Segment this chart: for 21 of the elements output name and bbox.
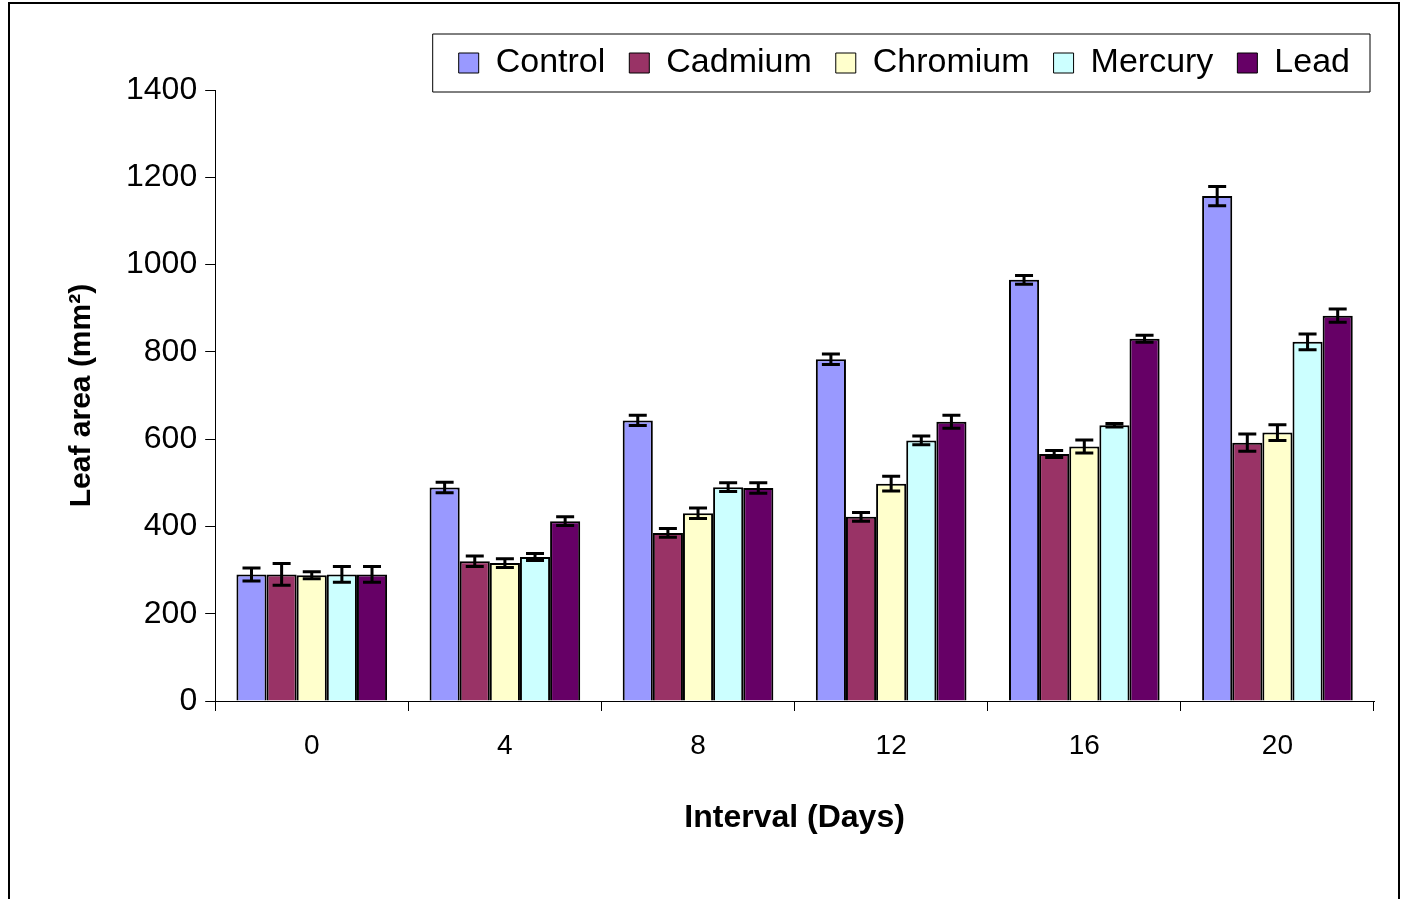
x-tick-label: 8 — [690, 728, 706, 760]
y-tick-label: 400 — [143, 506, 198, 543]
x-tick-label: 16 — [1068, 728, 1100, 760]
legend-label: Mercury — [1090, 41, 1214, 80]
legend-label: Cadmium — [666, 41, 812, 80]
y-tick-label: 0 — [179, 680, 198, 717]
y-tick-label: 600 — [143, 418, 198, 455]
legend-label: Chromium — [872, 41, 1030, 80]
x-tick-label: 4 — [497, 728, 513, 760]
y-tick-label: 1200 — [126, 157, 198, 194]
y-tick-label: 1400 — [126, 69, 198, 106]
x-axis-title: Interval (Days) — [684, 797, 905, 834]
y-tick-label: 200 — [143, 593, 198, 630]
y-tick-label: 800 — [143, 331, 198, 368]
y-tick-label: 1000 — [126, 244, 198, 281]
legend-label: Control — [495, 41, 606, 80]
x-tick-label: 12 — [875, 728, 907, 760]
legend-label: Lead — [1274, 41, 1350, 80]
x-tick-label: 20 — [1261, 728, 1294, 760]
x-tick-label: 0 — [303, 728, 320, 760]
y-axis-title: Leaf area (mm²) — [63, 283, 97, 508]
